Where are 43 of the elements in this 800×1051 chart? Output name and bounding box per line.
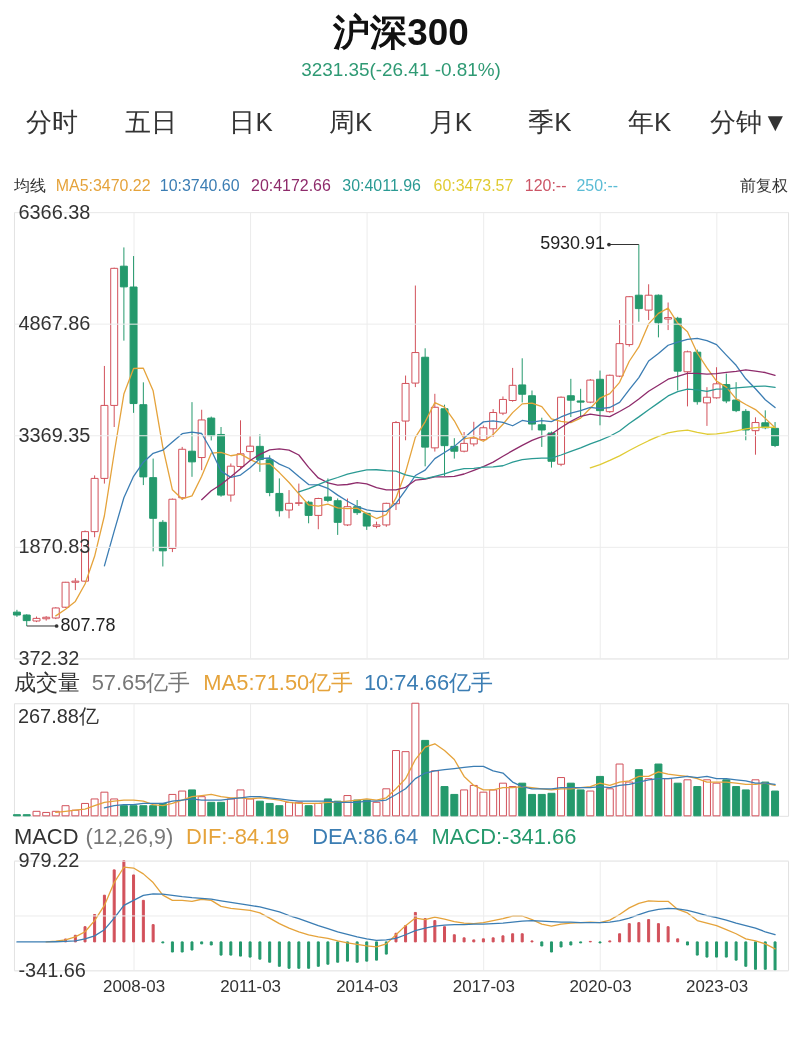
text: 前复权 (740, 177, 789, 195)
text: 五日 (125, 108, 178, 137)
y-tick-label: 6366.38 (18, 200, 91, 223)
annotation: 5930.91 (540, 233, 605, 254)
legend-title: 成交量 (13, 670, 80, 696)
legend-label: 250:-- (576, 177, 619, 195)
text: 10:74.66亿手 (363, 670, 494, 696)
text: DEA:86.64 (312, 823, 419, 849)
text: DIF:-84.19 (186, 823, 290, 849)
text: 30:4011.96 (342, 177, 422, 195)
y-tick-label: 372.32 (18, 646, 80, 669)
text: 20:4172.66 (251, 177, 331, 195)
x-tick-label: 2017-03 (452, 976, 515, 996)
text: 分钟▼ (710, 108, 789, 137)
text: 月K (428, 108, 472, 137)
text: 10:3740.60 (159, 177, 240, 195)
x-tick-label: 2020-03 (569, 976, 632, 996)
text: 60:3473.57 (433, 177, 514, 195)
x-tick-label: 2008-03 (103, 976, 166, 996)
text: (12,26,9) (85, 823, 174, 849)
text: 周K (329, 108, 373, 137)
x-tick-label: 2023-03 (685, 976, 749, 996)
text: 分时 (25, 108, 78, 137)
text: 季K (528, 108, 572, 137)
text: 3231.35(-26.41 -0.81%) (301, 58, 501, 80)
x-tick-label: 2014-03 (336, 976, 399, 996)
y-tick-label: 4867.86 (18, 312, 91, 335)
text: MA5:71.50亿手 (203, 670, 354, 696)
legend-title: MACD (13, 823, 79, 849)
y-tick-label: 3369.35 (18, 423, 91, 446)
y-tick-label: 979.22 (18, 849, 80, 872)
legend-label: 120:-- (524, 177, 567, 195)
text: 日K (229, 108, 273, 137)
text: 沪深300 (332, 11, 469, 53)
text: MA5:3470.22 (55, 177, 151, 195)
y-tick-label: -341.66 (18, 958, 86, 981)
x-tick-label: 2011-03 (220, 976, 282, 996)
annotation: 267.88亿 (17, 705, 99, 728)
text: 年K (627, 108, 672, 137)
text: MACD:-341.66 (431, 823, 577, 849)
text: 57.65亿手 (91, 670, 191, 696)
legend-title: 均线 (12, 177, 46, 195)
annotation: 807.78 (60, 614, 116, 635)
